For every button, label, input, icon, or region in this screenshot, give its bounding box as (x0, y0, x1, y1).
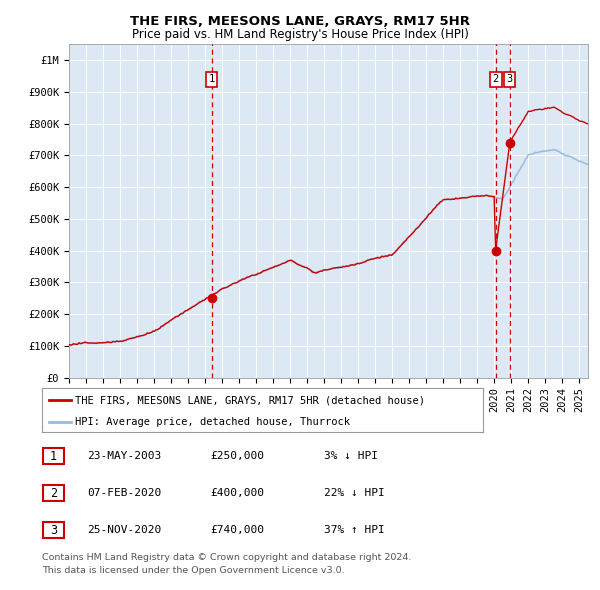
Text: 1: 1 (208, 74, 215, 84)
Text: 37% ↑ HPI: 37% ↑ HPI (324, 526, 385, 535)
Text: HPI: Average price, detached house, Thurrock: HPI: Average price, detached house, Thur… (75, 417, 350, 427)
Text: 07-FEB-2020: 07-FEB-2020 (87, 489, 161, 498)
Text: £740,000: £740,000 (210, 526, 264, 535)
Text: £400,000: £400,000 (210, 489, 264, 498)
FancyBboxPatch shape (43, 523, 64, 538)
Text: 22% ↓ HPI: 22% ↓ HPI (324, 489, 385, 498)
FancyBboxPatch shape (43, 485, 64, 502)
Text: 1: 1 (50, 450, 57, 463)
Text: THE FIRS, MEESONS LANE, GRAYS, RM17 5HR (detached house): THE FIRS, MEESONS LANE, GRAYS, RM17 5HR … (75, 395, 425, 405)
Text: 3: 3 (506, 74, 513, 84)
FancyBboxPatch shape (43, 448, 64, 464)
Text: Contains HM Land Registry data © Crown copyright and database right 2024.: Contains HM Land Registry data © Crown c… (42, 553, 412, 562)
Text: Price paid vs. HM Land Registry's House Price Index (HPI): Price paid vs. HM Land Registry's House … (131, 28, 469, 41)
Text: 3% ↓ HPI: 3% ↓ HPI (324, 451, 378, 461)
Text: THE FIRS, MEESONS LANE, GRAYS, RM17 5HR: THE FIRS, MEESONS LANE, GRAYS, RM17 5HR (130, 15, 470, 28)
Text: 2: 2 (493, 74, 499, 84)
Text: 23-MAY-2003: 23-MAY-2003 (87, 451, 161, 461)
Text: £250,000: £250,000 (210, 451, 264, 461)
Text: 2: 2 (50, 487, 57, 500)
Text: 25-NOV-2020: 25-NOV-2020 (87, 526, 161, 535)
Text: This data is licensed under the Open Government Licence v3.0.: This data is licensed under the Open Gov… (42, 566, 344, 575)
Text: 3: 3 (50, 524, 57, 537)
